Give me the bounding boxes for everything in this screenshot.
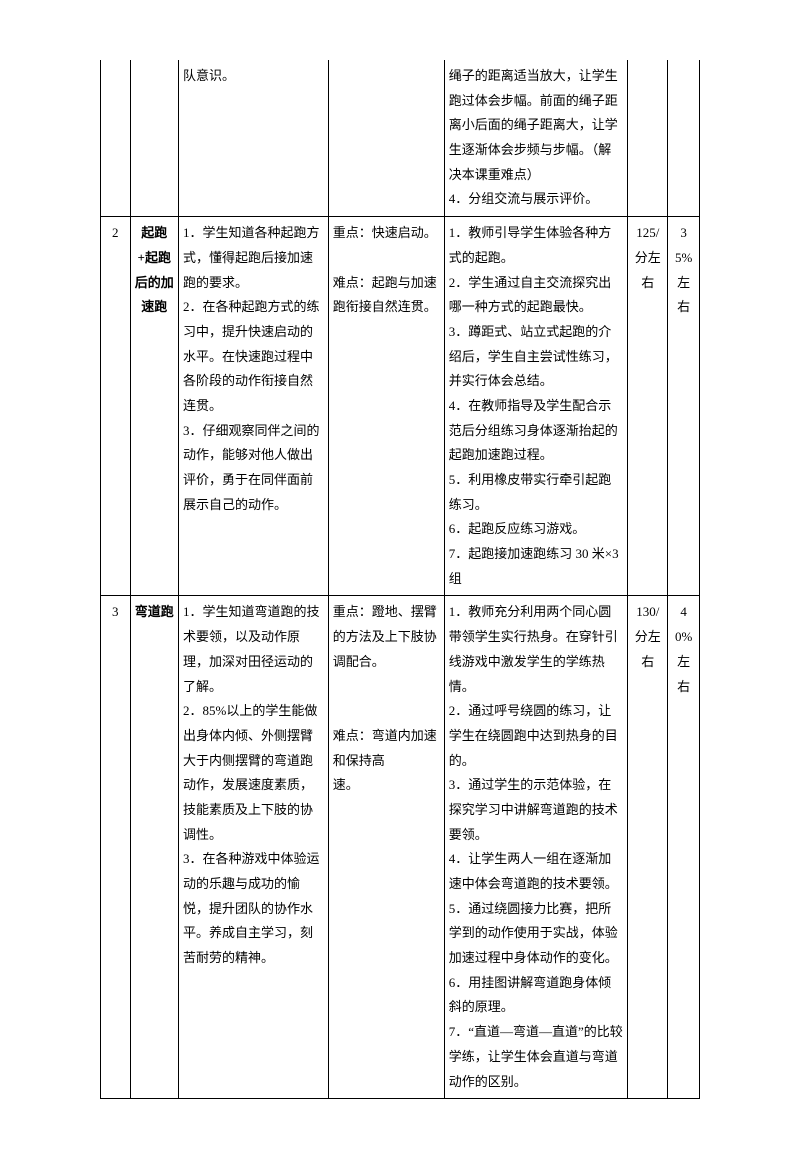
- cell-steps: 1．教师引导学生体验各种方式的起跑。2．学生通过自主交流探究出哪一种方式的起跑最…: [444, 217, 627, 596]
- steps-text: 绳子的距离适当放大，让学生跑过体会步幅。前面的绳子距离小后面的绳子距离大，让学生…: [449, 68, 618, 206]
- cell-hr: 125/分左右: [628, 217, 668, 596]
- cell-density: 35%左右: [668, 217, 700, 596]
- goal-text: 队意识。: [183, 68, 235, 83]
- lesson-plan-table: 队意识。 绳子的距离适当放大，让学生跑过体会步幅。前面的绳子距离小后面的绳子距离…: [100, 60, 700, 1099]
- cell-focal: [328, 60, 444, 217]
- cell-num: 2: [101, 217, 131, 596]
- cell-goal: 队意识。: [179, 60, 329, 217]
- cell-title: 弯道跑: [130, 596, 179, 1099]
- cell-hr: 130/分左右: [628, 596, 668, 1099]
- goal-text: 1．学生知道各种起跑方式，懂得起跑后接加速跑的要求。2．在各种起跑方式的练习中，…: [183, 225, 320, 512]
- density-text: 40%左右: [675, 604, 692, 693]
- steps-text: 1．教师充分利用两个同心圆带领学生实行热身。在穿针引线游戏中激发学生的学练热情。…: [449, 604, 623, 1088]
- cell-goal: 1．学生知道各种起跑方式，懂得起跑后接加速跑的要求。2．在各种起跑方式的练习中，…: [179, 217, 329, 596]
- hr-text: 125/分左右: [635, 225, 661, 289]
- lesson-title: 起跑+起跑后的加速跑: [135, 225, 174, 314]
- row-number: 3: [112, 604, 119, 619]
- cell-density: 40%左右: [668, 596, 700, 1099]
- cell-title: 起跑+起跑后的加速跑: [130, 217, 179, 596]
- row-number: 2: [112, 225, 119, 240]
- cell-num: [101, 60, 131, 217]
- cell-steps: 1．教师充分利用两个同心圆带领学生实行热身。在穿针引线游戏中激发学生的学练热情。…: [444, 596, 627, 1099]
- cell-num: 3: [101, 596, 131, 1099]
- cell-focal: 重点：蹬地、摆臂的方法及上下肢协调配合。 难点：弯道内加速和保持高 速。: [328, 596, 444, 1099]
- cell-focal: 重点：快速启动。 难点：起跑与加速跑衔接自然连贯。: [328, 217, 444, 596]
- page: 队意识。 绳子的距离适当放大，让学生跑过体会步幅。前面的绳子距离小后面的绳子距离…: [0, 0, 800, 1159]
- goal-text: 1．学生知道弯道跑的技术要领，以及动作原理，加深对田径运动的了解。2．85%以上…: [183, 604, 320, 965]
- cell-steps: 绳子的距离适当放大，让学生跑过体会步幅。前面的绳子距离小后面的绳子距离大，让学生…: [444, 60, 627, 217]
- table-row: 3 弯道跑 1．学生知道弯道跑的技术要领，以及动作原理，加深对田径运动的了解。2…: [101, 596, 700, 1099]
- focal-diff-label: 难点：: [333, 275, 372, 290]
- focal-diff-label: 难点：: [333, 728, 372, 743]
- cell-title: [130, 60, 179, 217]
- lesson-title: 弯道跑: [135, 604, 174, 619]
- table-row: 2 起跑+起跑后的加速跑 1．学生知道各种起跑方式，懂得起跑后接加速跑的要求。2…: [101, 217, 700, 596]
- cell-hr: [628, 60, 668, 217]
- focal-point-label: 重点：: [333, 604, 372, 619]
- density-text: 35%左右: [675, 225, 692, 314]
- focal-point-label: 重点：: [333, 225, 372, 240]
- steps-text: 1．教师引导学生体验各种方式的起跑。2．学生通过自主交流探究出哪一种方式的起跑最…: [449, 225, 619, 586]
- cell-density: [668, 60, 700, 217]
- cell-goal: 1．学生知道弯道跑的技术要领，以及动作原理，加深对田径运动的了解。2．85%以上…: [179, 596, 329, 1099]
- focal-point: 快速启动。: [372, 225, 437, 240]
- hr-text: 130/分左右: [635, 604, 661, 668]
- table-row: 队意识。 绳子的距离适当放大，让学生跑过体会步幅。前面的绳子距离小后面的绳子距离…: [101, 60, 700, 217]
